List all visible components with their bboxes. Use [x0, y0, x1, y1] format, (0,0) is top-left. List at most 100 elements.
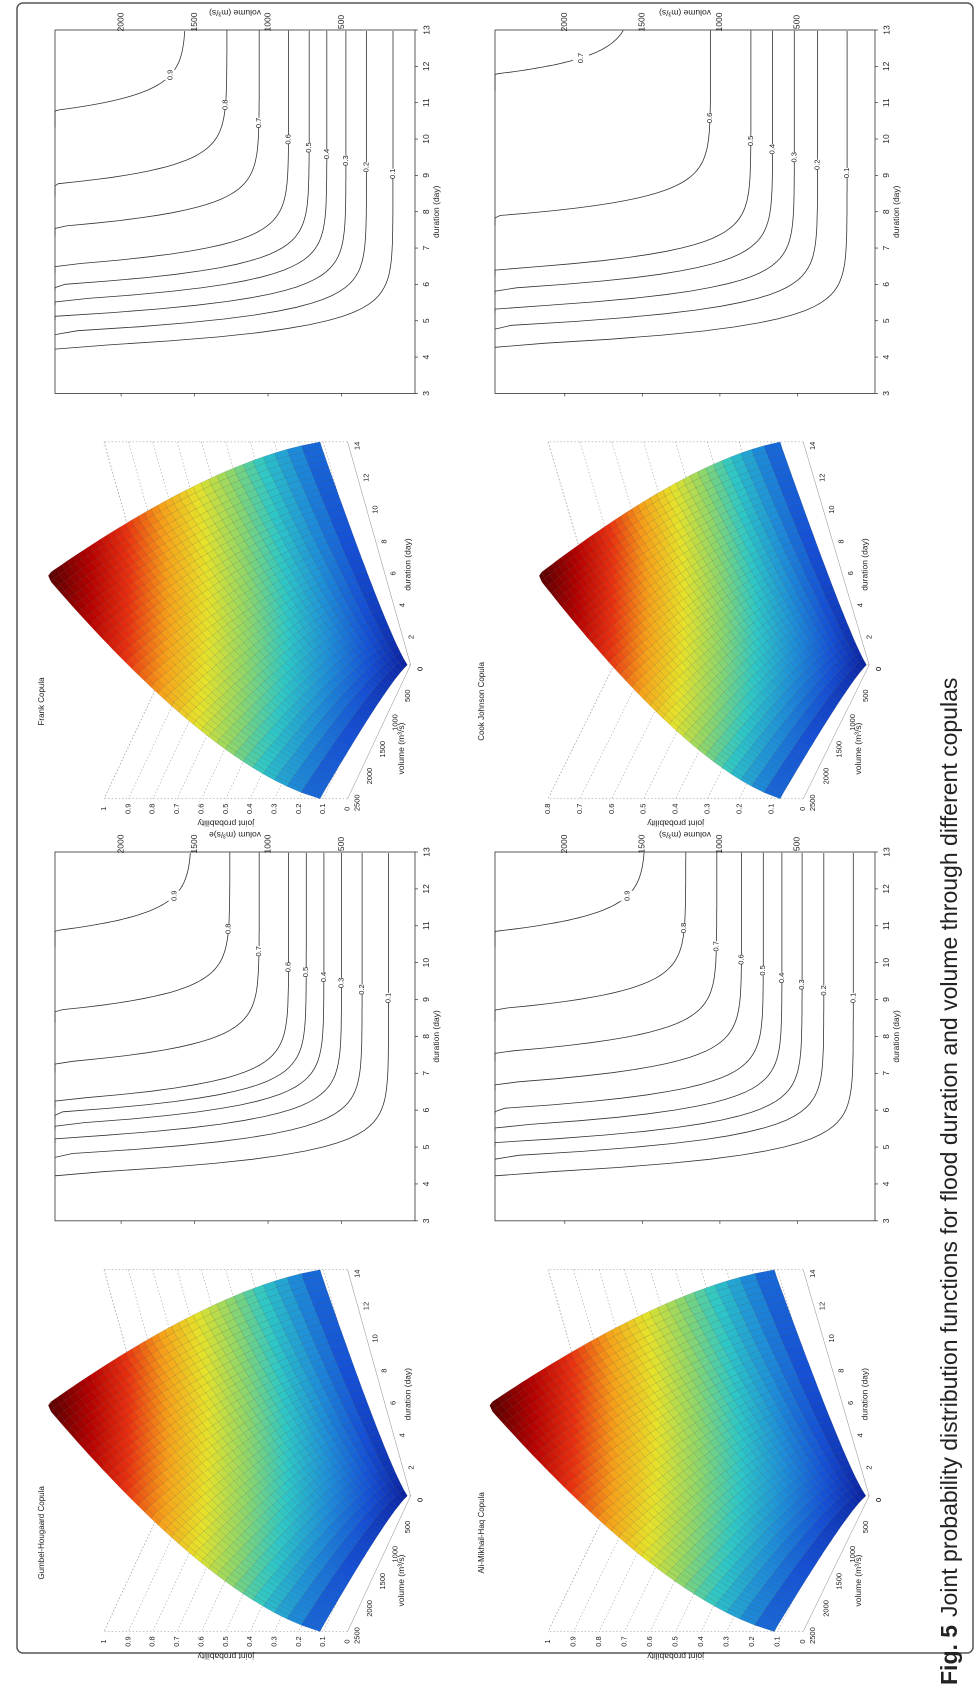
- x-tick-label: 12: [818, 474, 827, 482]
- contour-label: 0.6: [736, 954, 745, 964]
- x-tick-label: 8: [380, 1369, 389, 1373]
- x-tick-label: 4: [881, 354, 891, 359]
- x-tick-label: 14: [808, 442, 817, 450]
- x-tick-label: 5: [881, 1144, 891, 1149]
- contour-label: 0.6: [705, 113, 714, 123]
- x-tick-label: 12: [362, 1302, 371, 1310]
- x-tick-label: 6: [421, 1108, 431, 1113]
- y-tick-label: 2000: [115, 12, 125, 31]
- contour-label: 0.5: [301, 967, 310, 977]
- x-tick-label: 6: [389, 1401, 398, 1405]
- x-tick-label: 9: [421, 997, 431, 1002]
- y-tick-label: 500: [403, 689, 412, 702]
- x-tick-label: 10: [881, 958, 891, 968]
- x-tick-label: 5: [421, 1144, 431, 1149]
- y-tick-label: 1500: [637, 834, 647, 853]
- contour-label: 0.8: [679, 923, 688, 933]
- contour-label: 0.3: [789, 152, 798, 162]
- y-tick-label: 2000: [365, 768, 374, 785]
- y-tick-label: 2000: [115, 834, 125, 853]
- z-tick-label: 0.8: [148, 1636, 157, 1646]
- contour-label-bg: [217, 99, 234, 110]
- y-tick-label: 1000: [262, 834, 272, 853]
- contour-label: 0.8: [220, 100, 229, 110]
- y-tick-label: 500: [792, 837, 802, 851]
- contour-label: 0.7: [711, 941, 720, 951]
- contour-label: 0.3: [341, 155, 350, 165]
- x-tick-label: 8: [421, 209, 431, 214]
- contour-label-bg: [280, 134, 297, 145]
- contour-label-bg: [250, 117, 267, 128]
- x-tick-label: 8: [380, 539, 389, 543]
- y-tick-label: 2000: [365, 1600, 374, 1617]
- x-tick-label: 4: [881, 1181, 891, 1186]
- x-tick-label: 10: [827, 505, 836, 513]
- z-tick-label: 0.3: [702, 804, 711, 814]
- x-tick-label: 7: [881, 1071, 891, 1076]
- contour-label: 0.5: [746, 136, 755, 146]
- z-tick-label: 0.7: [172, 804, 181, 814]
- x-tick-label: 3: [421, 391, 431, 396]
- x-tick-label: 10: [371, 1334, 380, 1342]
- contour-label: 0.6: [284, 962, 293, 972]
- x-tick-label: 3: [421, 1218, 431, 1223]
- x-tick-label: 7: [421, 1071, 431, 1076]
- y-axis-label: volume (m³/s): [209, 8, 261, 18]
- contour-label: 0.7: [254, 946, 263, 956]
- z-tick-label: 0.2: [734, 804, 743, 814]
- contour-label: 0.4: [777, 973, 786, 983]
- contour-label: 0.4: [319, 972, 328, 982]
- y-tick-label: 0: [874, 667, 883, 671]
- y-axis-label: volume (m³/s): [659, 8, 711, 18]
- x-tick-label: 8: [836, 539, 845, 543]
- axis-box-edge: [347, 664, 411, 799]
- contour-line: [54, 30, 290, 273]
- x-tick-label: 11: [421, 98, 431, 107]
- y-tick-label: 2000: [559, 12, 569, 31]
- z-tick-label: 0.2: [294, 804, 303, 814]
- x-tick-label: 12: [881, 61, 891, 71]
- x-tick-label: 3: [881, 1218, 891, 1223]
- contour-label: 0.1: [384, 993, 393, 1003]
- contour-label: 0.9: [166, 70, 175, 80]
- x-tick-label: 10: [421, 134, 431, 144]
- y-tick-label: 500: [861, 689, 870, 702]
- z-tick-label: 0.6: [196, 1636, 205, 1646]
- x-tick-label: 4: [855, 603, 864, 607]
- y-axis-label: volume (m³/s): [396, 722, 406, 774]
- contour-label-bg: [384, 168, 401, 179]
- y-tick-label: 1000: [714, 12, 724, 31]
- y-tick-label: 500: [336, 837, 346, 851]
- x-tick-label: 8: [421, 1034, 431, 1039]
- z-tick-label: 0.1: [318, 1636, 327, 1646]
- contour-label: 0.2: [813, 160, 822, 170]
- x-tick-label: 11: [881, 98, 891, 107]
- x-tick-label: 5: [421, 318, 431, 323]
- x-tick-label: 3: [881, 391, 891, 396]
- x-tick-label: 6: [881, 282, 891, 287]
- x-tick-label: 12: [421, 61, 431, 71]
- contour-label: 0.6: [284, 134, 293, 144]
- z-tick-label: 1: [99, 807, 108, 811]
- z-tick-label: 0: [798, 807, 807, 811]
- contour-line: [54, 30, 347, 320]
- contour-line: [54, 30, 328, 306]
- y-tick-label: 1000: [714, 834, 724, 853]
- contour-label: 0.1: [848, 993, 857, 1003]
- contour-label: 0.1: [388, 169, 397, 179]
- z-tick-label: 0.4: [671, 804, 680, 814]
- y-tick-label: 1500: [378, 1573, 387, 1590]
- contour-line: [54, 31, 394, 350]
- z-tick-label: 0: [343, 807, 352, 811]
- x-tick-label: 2: [407, 1465, 416, 1469]
- contour-label-bg: [337, 155, 354, 166]
- x-tick-label: 7: [881, 245, 891, 250]
- y-axis-label: volum (m³/s)e: [209, 830, 261, 840]
- x-tick-label: 4: [421, 354, 431, 359]
- chart-title: Frank Copula: [37, 677, 46, 726]
- z-tick-label: 0.6: [607, 804, 616, 814]
